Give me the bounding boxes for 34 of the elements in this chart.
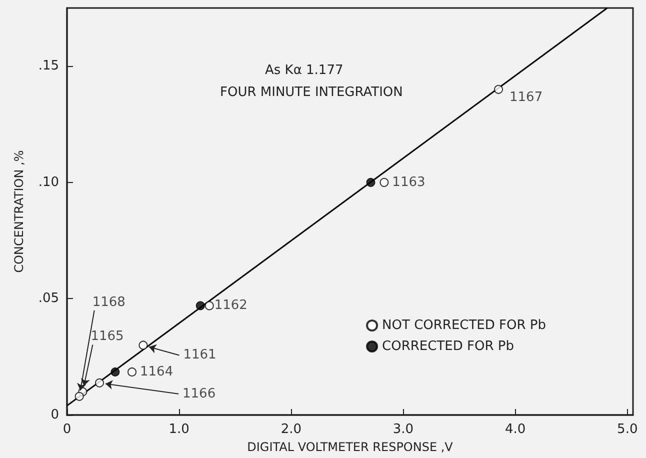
y-axis-title: CONCENTRATION ,% (12, 150, 26, 273)
legend-label: NOT CORRECTED FOR Pb (382, 318, 546, 333)
y-tick-label: .15 (38, 58, 59, 74)
point (494, 84, 504, 94)
y-tick-label: 0 (50, 408, 59, 422)
point (380, 178, 389, 187)
x-tick-label: 5.0 (617, 422, 638, 437)
point (128, 367, 137, 376)
point (74, 392, 84, 401)
annotation: FOUR MINUTE INTEGRATION (220, 85, 403, 100)
annotation: As Kα 1.177 (265, 63, 344, 78)
x-tick-label: 0 (62, 422, 72, 437)
x-tick-label: 3.0 (392, 422, 414, 437)
annotation: 1163 (392, 174, 426, 190)
annotation: 1161 (183, 348, 216, 363)
y-tick-label: .10 (38, 174, 59, 190)
x-tick-label: 4.0 (504, 422, 526, 437)
point (196, 301, 205, 310)
annotation: 1167 (510, 90, 543, 105)
point (95, 378, 104, 388)
x-axis-title: DIGITAL VOLTMETER RESPONSE ,V (247, 440, 454, 454)
point (366, 178, 376, 187)
x-tick-label: 1.0 (168, 422, 190, 437)
annotation: 1165 (90, 329, 124, 344)
legend-label: CORRECTED FOR Pb (382, 339, 514, 354)
annotation: 1164 (140, 364, 174, 380)
x-tick-label: 2.0 (280, 422, 302, 437)
point (110, 367, 120, 376)
point (204, 301, 214, 310)
y-tick-label: .05 (38, 291, 59, 306)
annotation: 1166 (182, 386, 216, 402)
point (138, 340, 148, 350)
annotation: 1168 (92, 294, 126, 310)
annotation: 1162 (214, 298, 248, 314)
